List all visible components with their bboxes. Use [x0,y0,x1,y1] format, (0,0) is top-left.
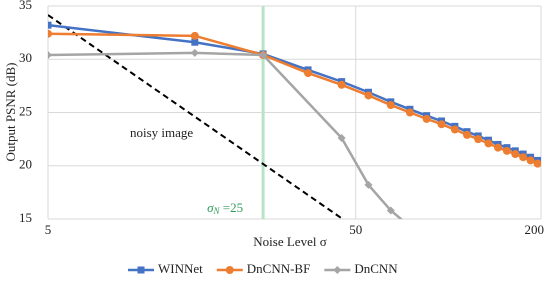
series-line [48,23,539,162]
legend-label: DnCNN [354,261,398,276]
marker [48,29,52,38]
marker [511,150,520,159]
y-tick-label: 20 [19,157,32,172]
marker [519,153,528,162]
marker [337,134,346,143]
marker [304,69,313,78]
marker [450,125,459,134]
legend-label: DnCNN-BF [247,261,311,276]
y-tick-label: 35 [19,0,32,12]
reference-line [48,14,345,219]
marker [364,180,373,189]
annotation: σN =25 [207,200,243,216]
marker [405,108,414,117]
annotation: noisy image [130,125,193,140]
y-tick-label: 30 [19,50,32,65]
marker [526,156,535,165]
marker [386,101,395,110]
marker [364,91,373,100]
marker [48,50,52,59]
x-tick-label: 5 [45,222,52,237]
marker [437,120,446,129]
marker [48,21,52,29]
marker [474,135,483,144]
marker [190,48,199,57]
legend-label: WINNet [158,261,203,276]
legend-marker [225,266,234,274]
legend-marker [333,266,342,274]
x-tick-label: 200 [525,222,545,237]
x-axis-title: Noise Level σ [253,234,326,249]
marker [484,139,493,148]
y-axis-title: Output PSNR (dB) [3,63,18,162]
x-tick-label: 50 [349,222,362,237]
marker [422,114,431,123]
marker [463,130,472,139]
plot-area [48,14,541,230]
marker [191,38,199,46]
marker [337,80,346,89]
marker [386,206,395,215]
marker [533,159,541,168]
y-tick-label: 15 [19,210,32,225]
marker [190,31,199,40]
marker [259,50,268,59]
y-tick-label: 25 [19,103,32,118]
marker [406,222,414,230]
marker [494,143,503,152]
marker [502,146,511,155]
legend-marker [137,266,145,274]
